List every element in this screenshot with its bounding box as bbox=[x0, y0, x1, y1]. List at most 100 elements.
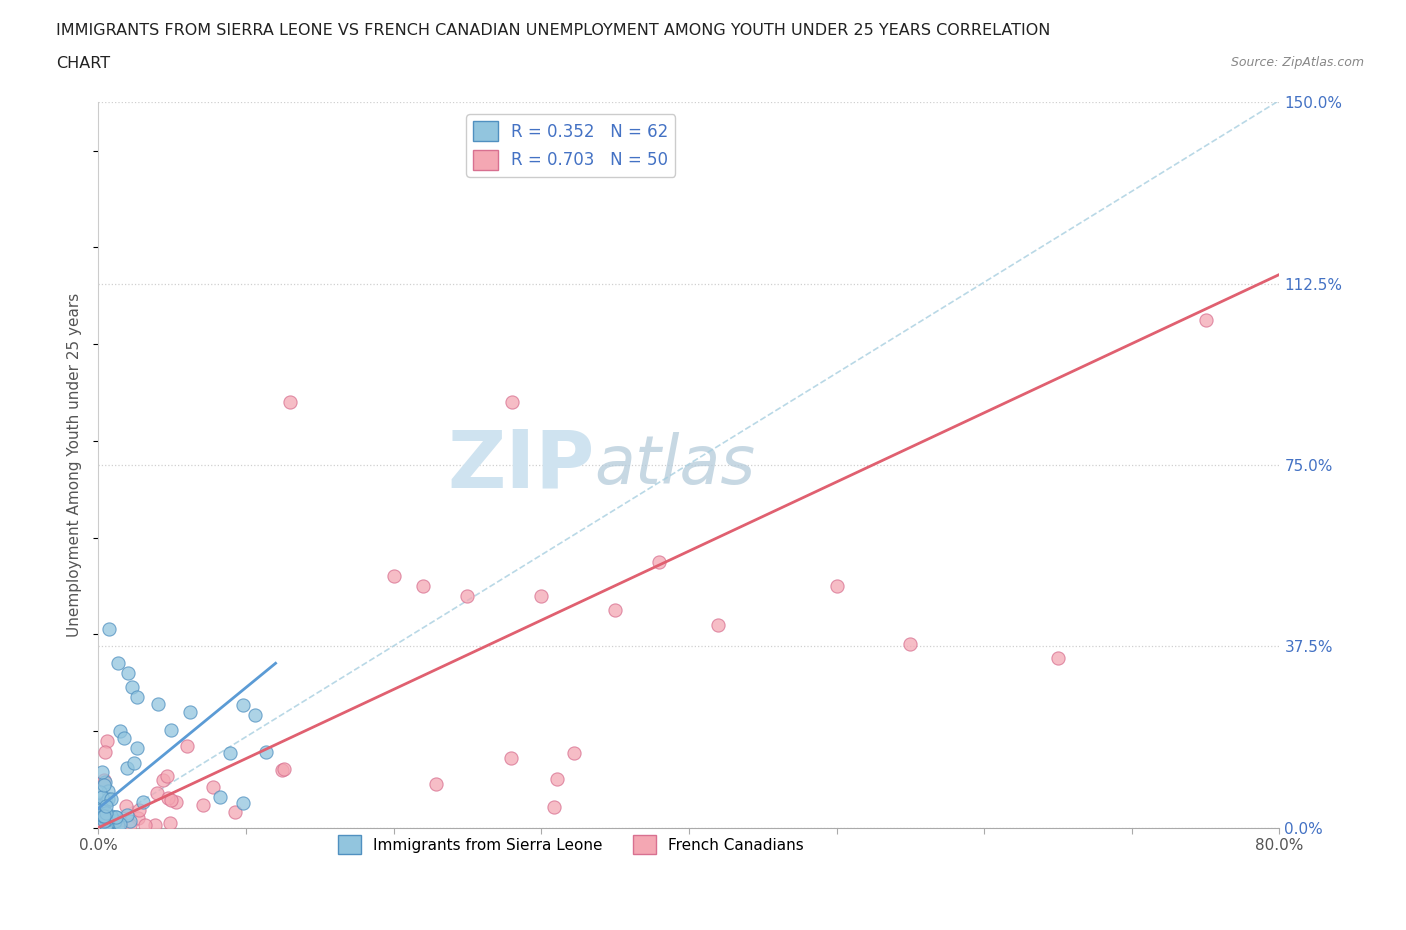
Point bbox=[100, 808, 122, 823]
Point bbox=[93, 814, 115, 829]
Point bbox=[94, 745, 117, 760]
Point bbox=[93, 778, 115, 793]
Point bbox=[179, 704, 201, 719]
Point bbox=[159, 816, 181, 830]
Point bbox=[218, 745, 240, 760]
Point bbox=[93, 812, 115, 827]
Point bbox=[122, 755, 145, 770]
Point bbox=[118, 813, 141, 828]
Point bbox=[91, 790, 114, 804]
Point bbox=[93, 808, 115, 823]
Text: atlas: atlas bbox=[595, 432, 755, 498]
Point bbox=[97, 791, 120, 806]
Point bbox=[89, 806, 111, 821]
Text: Source: ZipAtlas.com: Source: ZipAtlas.com bbox=[1230, 56, 1364, 69]
Point bbox=[254, 744, 277, 759]
Point bbox=[825, 578, 848, 593]
Point bbox=[201, 779, 224, 794]
Point bbox=[105, 810, 128, 825]
Point bbox=[108, 817, 131, 831]
Point bbox=[91, 797, 114, 812]
Point bbox=[107, 656, 129, 671]
Point bbox=[94, 794, 117, 809]
Point bbox=[1195, 312, 1218, 327]
Point bbox=[156, 769, 179, 784]
Point bbox=[648, 554, 671, 569]
Point bbox=[160, 792, 183, 807]
Point bbox=[100, 791, 122, 806]
Point bbox=[108, 812, 131, 827]
Point bbox=[89, 801, 111, 816]
Point bbox=[118, 817, 141, 832]
Point bbox=[115, 808, 138, 823]
Point bbox=[94, 807, 117, 822]
Point bbox=[132, 794, 155, 809]
Point bbox=[96, 817, 118, 832]
Point bbox=[157, 790, 180, 805]
Point bbox=[96, 810, 118, 825]
Point bbox=[605, 603, 627, 618]
Point bbox=[543, 800, 565, 815]
Point bbox=[93, 815, 115, 830]
Point bbox=[94, 806, 117, 821]
Point bbox=[90, 807, 112, 822]
Point bbox=[232, 795, 254, 810]
Point bbox=[499, 751, 522, 765]
Point bbox=[96, 733, 118, 748]
Point bbox=[125, 690, 148, 705]
Point bbox=[900, 636, 922, 651]
Y-axis label: Unemployment Among Youth under 25 years: Unemployment Among Youth under 25 years bbox=[67, 293, 83, 637]
Point bbox=[146, 786, 169, 801]
Point bbox=[93, 796, 115, 811]
Point bbox=[96, 817, 118, 832]
Point bbox=[98, 816, 121, 830]
Point bbox=[152, 773, 174, 788]
Legend: Immigrants from Sierra Leone, French Canadians: Immigrants from Sierra Leone, French Can… bbox=[332, 830, 810, 860]
Point bbox=[270, 763, 292, 777]
Text: CHART: CHART bbox=[56, 56, 110, 71]
Point bbox=[96, 809, 118, 824]
Point bbox=[412, 578, 434, 593]
Point bbox=[273, 762, 295, 777]
Point bbox=[108, 724, 131, 738]
Point bbox=[115, 799, 138, 814]
Point bbox=[89, 796, 111, 811]
Point bbox=[101, 817, 124, 832]
Point bbox=[103, 817, 125, 831]
Point bbox=[98, 815, 121, 830]
Point bbox=[224, 804, 246, 819]
Point bbox=[209, 790, 232, 804]
Point bbox=[89, 817, 111, 832]
Point bbox=[121, 680, 143, 695]
Point bbox=[104, 813, 127, 828]
Point bbox=[128, 803, 150, 817]
Text: IMMIGRANTS FROM SIERRA LEONE VS FRENCH CANADIAN UNEMPLOYMENT AMONG YOUTH UNDER 2: IMMIGRANTS FROM SIERRA LEONE VS FRENCH C… bbox=[56, 23, 1050, 38]
Point bbox=[96, 810, 118, 825]
Point bbox=[1046, 651, 1070, 666]
Point bbox=[90, 798, 112, 813]
Text: ZIP: ZIP bbox=[447, 426, 595, 504]
Point bbox=[501, 394, 523, 409]
Point bbox=[107, 817, 129, 832]
Point bbox=[112, 731, 135, 746]
Point bbox=[457, 588, 479, 603]
Point bbox=[91, 806, 114, 821]
Point bbox=[143, 817, 166, 832]
Point bbox=[134, 817, 156, 832]
Point bbox=[530, 588, 553, 603]
Point bbox=[94, 817, 117, 832]
Point bbox=[89, 785, 111, 800]
Point bbox=[89, 803, 111, 817]
Point bbox=[97, 817, 120, 832]
Point bbox=[425, 777, 447, 791]
Point bbox=[91, 809, 114, 824]
Point bbox=[160, 723, 183, 737]
Point bbox=[176, 738, 198, 753]
Point bbox=[97, 622, 120, 637]
Point bbox=[165, 794, 187, 809]
Point bbox=[245, 708, 267, 723]
Point bbox=[193, 797, 215, 812]
Point bbox=[125, 740, 148, 755]
Point bbox=[280, 394, 302, 409]
Point bbox=[546, 771, 568, 786]
